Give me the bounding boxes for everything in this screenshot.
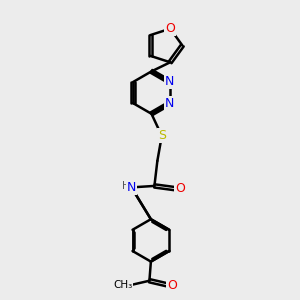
Text: O: O	[165, 22, 175, 35]
Text: O: O	[167, 279, 177, 292]
Text: O: O	[175, 182, 185, 195]
Text: CH₃: CH₃	[113, 280, 133, 290]
Text: N: N	[165, 76, 175, 88]
Text: N: N	[127, 181, 136, 194]
Text: H: H	[122, 181, 130, 191]
Text: S: S	[158, 129, 166, 142]
Text: N: N	[165, 97, 175, 110]
